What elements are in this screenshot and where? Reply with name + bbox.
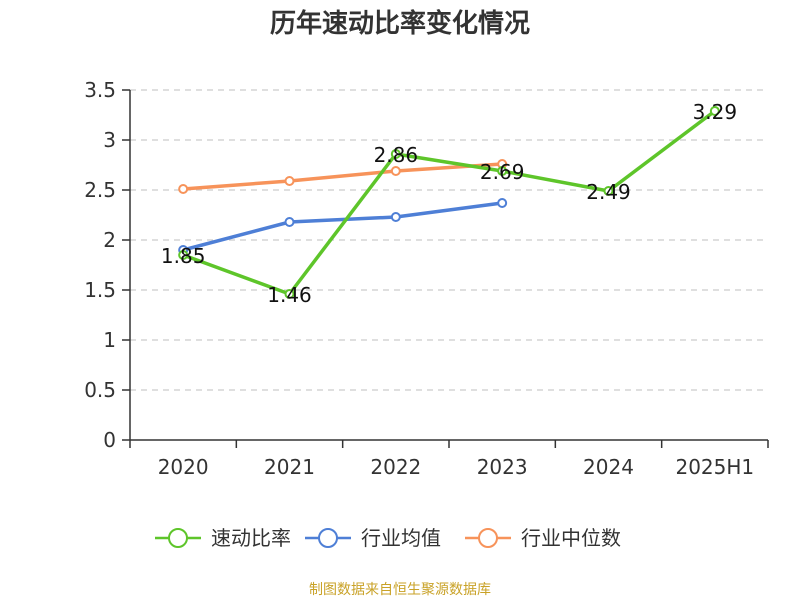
series-line-0 — [182, 109, 716, 296]
data-point-2 — [390, 166, 401, 176]
legend-marker — [318, 528, 338, 548]
series-line-2 — [183, 162, 503, 191]
y-tick-label: 2.5 — [84, 178, 116, 202]
y-tick-label: 3.5 — [84, 78, 116, 102]
legend-label: 行业中位数 — [521, 526, 621, 550]
legend-marker — [478, 528, 498, 548]
axes: 0 0.5 1 1.5 2 2.5 3 3.5 2020 2021 2022 2023 2024 2025… — [84, 78, 769, 479]
x-tick-label: 2025H1 — [675, 455, 754, 479]
data-point-0 — [497, 166, 508, 176]
legend: 速动比率 行业均值 行业中位数 — [155, 526, 621, 550]
data-point-0 — [284, 289, 295, 299]
x-tick-label: 2020 — [158, 455, 209, 479]
series-line-1 — [182, 201, 503, 252]
data-labels: 1.85 1.46 2.86 2.69 2.49 3.29 — [161, 100, 737, 307]
data-label: 1.46 — [267, 283, 312, 307]
source-note: 制图数据来自恒生聚源数据库 — [309, 582, 491, 598]
legend-label: 行业均值 — [361, 526, 441, 550]
data-label: 2.49 — [586, 180, 631, 204]
legend-marker — [168, 528, 188, 548]
legend-item: 速动比率 — [155, 526, 291, 550]
legend-item: 行业中位数 — [465, 526, 621, 550]
data-point-1 — [497, 198, 508, 208]
y-tick-label: 2 — [103, 228, 116, 252]
data-point-2 — [284, 176, 295, 186]
data-point-1 — [390, 212, 401, 222]
data-label: 1.85 — [161, 244, 206, 268]
x-tick-label: 2023 — [477, 455, 528, 479]
data-point-2 — [178, 184, 189, 194]
legend-label: 速动比率 — [211, 526, 291, 550]
x-tick-label: 2022 — [370, 455, 421, 479]
data-point-1 — [284, 217, 295, 227]
data-point-0 — [390, 149, 401, 159]
y-tick-label: 0.5 — [84, 378, 116, 402]
legend-item: 行业均值 — [305, 526, 441, 550]
data-label: 2.69 — [480, 160, 525, 184]
y-tick-label: 0 — [103, 428, 116, 452]
series-group — [178, 106, 720, 299]
data-point-0 — [603, 186, 614, 196]
data-point-0 — [709, 106, 720, 116]
data-point-0 — [178, 250, 189, 260]
data-label: 2.86 — [374, 143, 419, 167]
x-tick-label: 2024 — [583, 455, 634, 479]
y-tick-label: 3 — [103, 128, 116, 152]
y-tick-label: 1 — [103, 328, 116, 352]
data-label: 3.29 — [693, 100, 738, 124]
gridlines — [130, 89, 768, 391]
x-tick-label: 2021 — [264, 455, 315, 479]
y-tick-label: 1.5 — [84, 278, 116, 302]
chart-title: 历年速动比率变化情况 — [270, 8, 530, 39]
